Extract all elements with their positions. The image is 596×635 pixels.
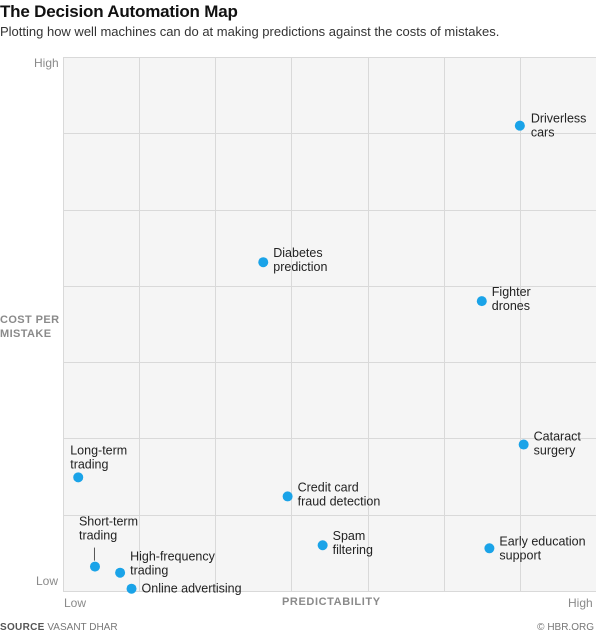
- credit-note: © HBR.ORG: [537, 622, 594, 633]
- source-label: SOURCE: [0, 622, 45, 633]
- y-axis-high-label: High: [34, 56, 59, 70]
- data-point: [126, 583, 137, 594]
- data-point-label: Fighter drones: [492, 285, 531, 313]
- data-point: [317, 540, 328, 551]
- data-point-label: High-frequency trading: [130, 550, 216, 578]
- source-note: SOURCE VASANT DHAR: [0, 622, 118, 633]
- data-point: [518, 439, 529, 450]
- data-point: [484, 543, 495, 554]
- data-point: [258, 257, 269, 268]
- data-point-label: Spam filtering: [333, 529, 373, 557]
- data-point-label: Diabetes prediction: [273, 246, 327, 274]
- data-point-label: Driverless cars: [531, 112, 587, 140]
- data-point: [115, 567, 126, 578]
- data-point: [89, 561, 100, 572]
- data-point-label: Long-term trading: [70, 443, 127, 471]
- y-axis-title-line1: COST PER: [0, 314, 60, 326]
- y-axis-title-line2: MISTAKE: [0, 328, 52, 340]
- x-axis-high-label: High: [568, 596, 593, 610]
- data-point-label: Credit card fraud detection: [298, 480, 381, 508]
- data-point-label: Online advertising: [142, 582, 242, 596]
- data-point-label: Cataract surgery: [534, 430, 582, 458]
- y-axis-low-label: Low: [36, 574, 59, 588]
- data-point: [514, 120, 525, 131]
- data-point: [476, 296, 487, 307]
- y-axis-title: COST PER MISTAKE: [0, 313, 60, 341]
- source-value: VASANT DHAR: [47, 622, 118, 633]
- chart-title: The Decision Automation Map: [0, 2, 238, 21]
- data-point-label: Early education support: [499, 534, 585, 562]
- data-point-label: Short-term trading: [79, 515, 138, 543]
- chart-subtitle: Plotting how well machines can do at mak…: [0, 24, 500, 39]
- data-point: [73, 472, 84, 483]
- x-axis-title: PREDICTABILITY: [282, 596, 381, 608]
- data-point: [282, 491, 293, 502]
- x-axis-low-label: Low: [64, 596, 87, 610]
- plot-background: [63, 57, 596, 591]
